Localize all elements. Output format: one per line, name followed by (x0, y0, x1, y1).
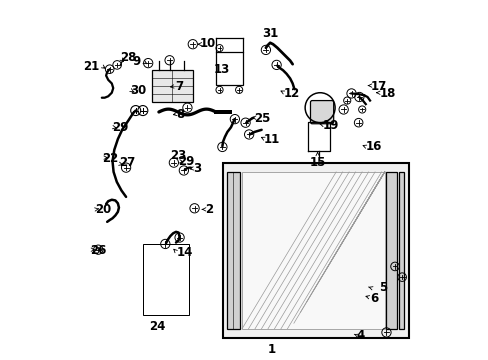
Bar (216, 53, 242, 85)
Text: 28: 28 (120, 51, 136, 64)
Text: 8: 8 (176, 108, 184, 121)
Text: 19: 19 (322, 119, 338, 132)
Text: 18: 18 (379, 87, 395, 100)
Bar (242, 172, 384, 329)
Text: 31: 31 (262, 27, 278, 40)
Text: 1: 1 (266, 343, 275, 356)
Text: 15: 15 (309, 156, 325, 169)
Text: 27: 27 (119, 157, 135, 170)
Text: 29: 29 (178, 156, 195, 168)
Text: 25: 25 (254, 112, 270, 125)
Text: 3: 3 (192, 162, 201, 175)
Text: 30: 30 (130, 84, 146, 97)
Text: 9: 9 (133, 55, 141, 68)
Text: 12: 12 (283, 87, 299, 100)
Text: 21: 21 (83, 60, 99, 73)
Text: 2: 2 (205, 203, 213, 216)
Bar (223, 163, 408, 338)
Text: 20: 20 (95, 203, 111, 216)
Text: 29: 29 (112, 121, 129, 134)
Text: 22: 22 (102, 152, 118, 165)
Text: 7: 7 (175, 80, 183, 93)
Text: 26: 26 (90, 244, 106, 257)
Text: 17: 17 (369, 80, 386, 93)
Bar (142, 244, 189, 315)
Text: 23: 23 (170, 149, 186, 162)
Bar (398, 172, 404, 329)
Text: 4: 4 (356, 329, 365, 342)
Text: 5: 5 (379, 281, 387, 294)
Text: 13: 13 (213, 63, 229, 76)
Text: 16: 16 (365, 140, 381, 153)
Text: 10: 10 (200, 37, 216, 50)
Text: 14: 14 (176, 246, 193, 259)
FancyBboxPatch shape (310, 100, 333, 124)
Bar (386, 172, 396, 329)
Text: 6: 6 (369, 292, 378, 305)
Bar (151, 70, 192, 102)
Text: 24: 24 (149, 320, 165, 333)
Text: 11: 11 (264, 133, 280, 146)
Bar (226, 172, 240, 329)
